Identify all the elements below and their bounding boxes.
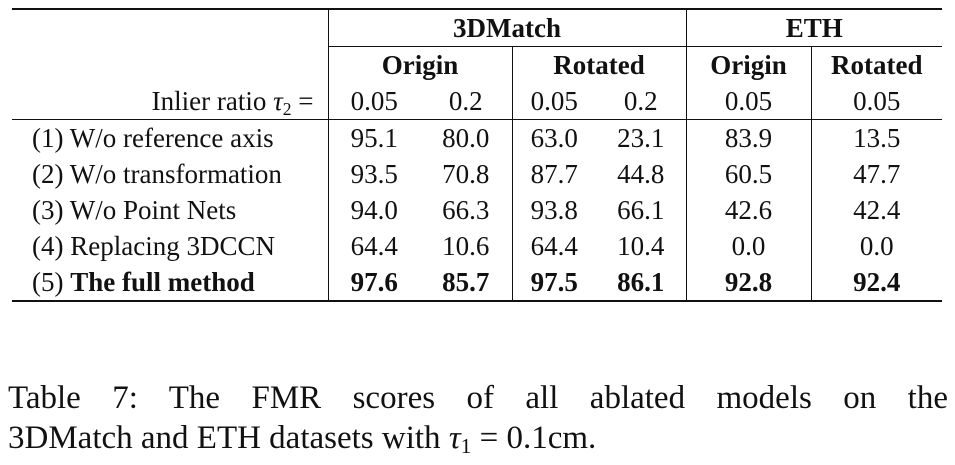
- value-cell: 10.6: [442, 231, 490, 261]
- header-eth-origin: Origin: [685, 46, 811, 83]
- value-cell: 42.6: [685, 192, 811, 228]
- value-cell: 10.4: [617, 231, 665, 261]
- value-cell: 64.4: [327, 228, 420, 264]
- header-threshold-row: Inlier ratio τ2 = 0.05 0.2 0.05 0.2 0.05…: [12, 83, 942, 120]
- value-cell: 97.6: [327, 264, 420, 302]
- value-cell: 23.1: [617, 123, 665, 153]
- threshold-cell: 0.05: [685, 83, 811, 120]
- value-cell: 47.7: [810, 156, 942, 192]
- value-cell: 87.7: [511, 156, 596, 192]
- table-row: (2) W/o transformation 93.5 70.8 87.7 44…: [12, 156, 942, 192]
- tau-subscript: 2: [282, 99, 292, 119]
- table-row: (1) W/o reference axis 95.1 80.0 63.0 23…: [12, 119, 942, 156]
- inlier-ratio-label: Inlier ratio τ2 =: [12, 83, 328, 120]
- row-label: (2) W/o transformation: [32, 159, 282, 189]
- value-cell: 66.3: [442, 195, 490, 225]
- table-row-full-method: (5) The full method 97.6 85.7 97.5 86.1 …: [12, 264, 942, 302]
- value-cell: 86.1: [596, 264, 686, 302]
- ablation-table: 3DMatch ETH Origin Rotated Origin Rotate…: [12, 8, 942, 302]
- value-cell: 83.9: [685, 119, 811, 156]
- caption-tau-subscript: 1: [460, 434, 472, 458]
- value-cell: 92.4: [810, 264, 942, 302]
- row-label: (3) W/o Point Nets: [32, 195, 237, 225]
- threshold-cell: 0.05: [327, 83, 420, 120]
- tau-symbol: τ: [273, 86, 283, 116]
- full-method-name: The full method: [70, 267, 255, 297]
- row-label: (4) Replacing 3DCCN: [32, 231, 275, 261]
- value-cell: 70.8: [442, 159, 490, 189]
- caption-line-2-text: 3DMatch and ETH datasets with: [8, 420, 441, 456]
- value-cell: 0.0: [810, 228, 942, 264]
- table-row: (4) Replacing 3DCCN 64.4 10.6 64.4 10.4 …: [12, 228, 942, 264]
- value-cell: 85.7: [420, 264, 512, 302]
- value-cell: 60.5: [685, 156, 811, 192]
- value-cell: 92.8: [685, 264, 811, 302]
- row-prefix: (5): [32, 267, 64, 297]
- header-eth-rotated: Rotated: [810, 46, 942, 83]
- value-cell: 95.1: [327, 119, 420, 156]
- value-cell: 63.0: [511, 119, 596, 156]
- header-subgroup-row: Origin Rotated Origin Rotated: [12, 46, 942, 83]
- threshold-cell: 0.05: [810, 83, 942, 120]
- value-cell: 93.8: [511, 192, 596, 228]
- value-cell: 93.5: [327, 156, 420, 192]
- threshold-cell: 0.2: [420, 83, 512, 120]
- row-label: (5) The full method: [12, 264, 328, 302]
- threshold-cell: 0.05: [511, 83, 596, 120]
- value-cell: 64.4: [511, 228, 596, 264]
- row-label: (1) W/o reference axis: [32, 123, 274, 153]
- header-3dmatch-origin: Origin: [327, 46, 512, 83]
- header-eth: ETH: [685, 8, 942, 47]
- header-dataset-row: 3DMatch ETH: [12, 8, 942, 47]
- equals-sign: =: [298, 86, 314, 116]
- value-cell: 42.4: [810, 192, 942, 228]
- table-row: (3) W/o Point Nets 94.0 66.3 93.8 66.1 4…: [12, 192, 942, 228]
- value-cell: 66.1: [617, 195, 665, 225]
- value-cell: 94.0: [327, 192, 420, 228]
- value-cell: 80.0: [442, 123, 490, 153]
- header-3dmatch-rotated: Rotated: [511, 46, 686, 83]
- threshold-cell: 0.2: [596, 83, 686, 120]
- table-caption: Table 7: The FMR scores of all ablated m…: [8, 378, 948, 458]
- value-cell: 13.5: [810, 119, 942, 156]
- inlier-ratio-text: Inlier ratio: [151, 86, 267, 116]
- header-3dmatch: 3DMatch: [327, 8, 686, 47]
- value-cell: 0.0: [685, 228, 811, 264]
- value-cell: 97.5: [511, 264, 596, 302]
- caption-line-1: Table 7: The FMR scores of all ablated m…: [8, 380, 948, 416]
- value-cell: 44.8: [617, 159, 665, 189]
- caption-line-2: 3DMatch and ETH datasets with τ1 = 0.1cm…: [8, 418, 948, 458]
- caption-line-2-value: = 0.1cm.: [479, 420, 597, 456]
- caption-tau-symbol: τ: [448, 420, 461, 456]
